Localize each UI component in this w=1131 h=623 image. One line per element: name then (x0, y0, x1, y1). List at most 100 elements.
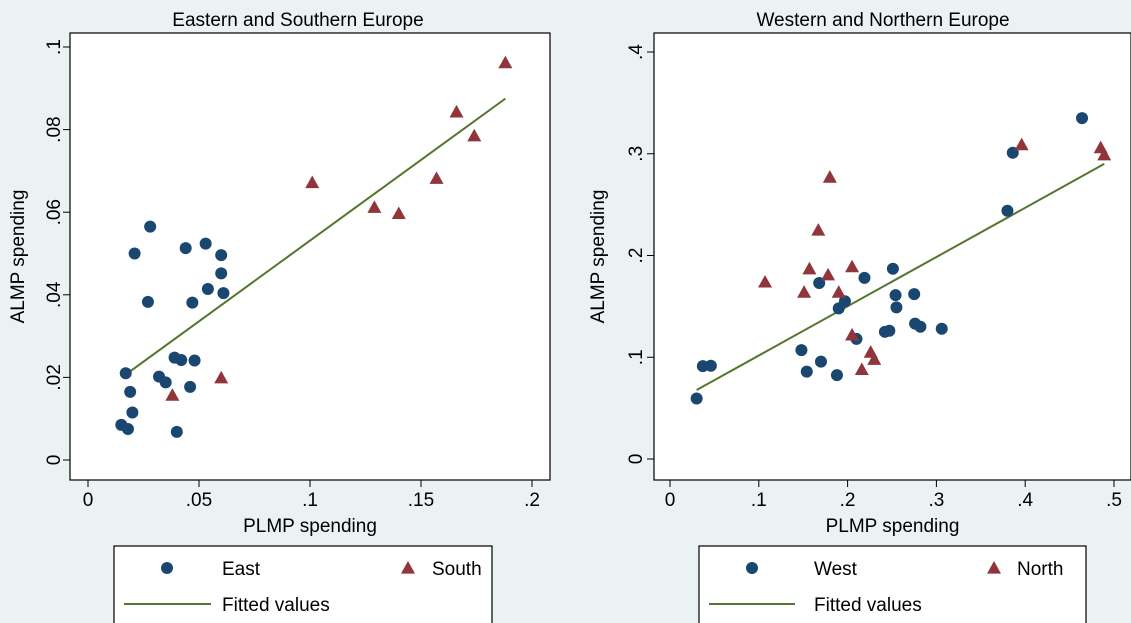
x-axis-title: PLMP spending (826, 516, 960, 537)
y-tick-label: .02 (44, 364, 65, 390)
point-north (1014, 137, 1029, 151)
point-east (159, 376, 172, 389)
legend-box (113, 545, 493, 623)
point-south (467, 128, 482, 142)
point-east (144, 220, 157, 233)
point-north (854, 362, 869, 376)
point-east (124, 385, 137, 398)
legend: East South Fitted values (113, 545, 493, 623)
x-tick-label: .3 (928, 490, 944, 511)
legend-label: East (222, 559, 261, 580)
point-east (184, 380, 197, 393)
point-north (797, 285, 812, 298)
x-tick-label: .1 (751, 490, 767, 511)
legend-label: North (1017, 559, 1063, 580)
y-tick-label: .06 (44, 199, 65, 225)
point-east (199, 237, 212, 250)
legend-marker-south (401, 561, 415, 574)
x-axis-title: PLMP spending (243, 516, 377, 537)
point-north (822, 170, 837, 183)
x-tick-label: .15 (408, 490, 434, 511)
legend-marker-north (987, 561, 1001, 574)
legend-label: Fitted values (814, 595, 922, 616)
y-tick-label: 0 (44, 455, 65, 466)
legend-label: Fitted values (222, 595, 330, 616)
point-west (838, 295, 851, 308)
point-west (1076, 112, 1089, 125)
chart-title: Western and Northern Europe (756, 10, 1009, 31)
y-tick-label: .1 (626, 349, 647, 365)
point-west (883, 324, 896, 337)
x-tick-label: .2 (524, 490, 540, 511)
point-west (890, 301, 903, 314)
x-tick-label: 0 (665, 490, 676, 511)
point-east (215, 267, 228, 280)
point-west (908, 288, 921, 301)
point-south (367, 200, 382, 213)
point-west (914, 320, 927, 333)
point-west (704, 359, 717, 372)
legend-label: West (814, 559, 858, 580)
point-east (128, 247, 141, 260)
point-east (179, 242, 192, 255)
y-tick-label: .08 (44, 116, 65, 142)
point-west (1001, 204, 1014, 217)
point-north (845, 327, 860, 341)
x-tick-label: 0 (83, 490, 94, 511)
plot-area (69, 32, 551, 481)
point-north (802, 261, 817, 275)
x-tick-label: .4 (1017, 490, 1033, 511)
point-west (795, 344, 808, 357)
point-east (175, 354, 188, 367)
point-south (391, 206, 406, 220)
y-axis-title: ALMP spending (588, 190, 609, 324)
x-tick-label: .05 (186, 490, 212, 511)
y-tick-label: 0 (626, 454, 647, 465)
x-tick-label: .1 (302, 490, 318, 511)
y-tick-label: .3 (626, 146, 647, 162)
x-tick-label: .2 (840, 490, 856, 511)
point-north (821, 267, 836, 281)
point-north (831, 285, 846, 298)
point-south (429, 171, 444, 184)
point-east (201, 283, 214, 296)
y-tick-label: .2 (626, 248, 647, 264)
point-west (690, 392, 703, 405)
point-east (186, 296, 199, 309)
chart-title: Eastern and Southern Europe (172, 10, 423, 31)
point-south (214, 370, 229, 384)
legend-marker-west (746, 562, 758, 574)
point-north (1097, 147, 1112, 161)
point-west (800, 365, 813, 378)
point-west (858, 271, 871, 284)
point-east (217, 287, 230, 300)
point-east (215, 249, 228, 262)
y-tick-label: .04 (44, 281, 65, 308)
point-west (814, 355, 827, 368)
y-axis-title: ALMP spending (8, 190, 29, 324)
point-east (188, 354, 201, 367)
point-south (305, 175, 320, 189)
fitted-line (122, 97, 506, 377)
point-south (165, 388, 180, 401)
point-east (121, 423, 134, 436)
point-north (811, 223, 826, 236)
point-west (935, 322, 948, 335)
plot-area (653, 32, 1131, 481)
point-east (119, 367, 132, 380)
legend-marker-east (161, 562, 173, 574)
y-tick-label: .4 (626, 44, 647, 60)
legend: West North Fitted values (698, 545, 1087, 623)
fitted-line (696, 163, 1105, 391)
x-tick-label: .5 (1106, 490, 1122, 511)
y-tick-label: .1 (44, 39, 65, 55)
legend-box (698, 545, 1087, 623)
point-west (889, 289, 902, 302)
point-north (845, 259, 860, 273)
panel-western-northern: Western and Northern Europe 0 .1 .2 .3 .4 .5 0.… (588, 10, 1131, 623)
point-east (141, 295, 154, 308)
legend-label: South (432, 559, 482, 580)
panel-eastern-southern: Eastern and Southern Europe 0 .05 .1 .15 .2 0.… (8, 10, 551, 623)
point-south (498, 55, 513, 69)
